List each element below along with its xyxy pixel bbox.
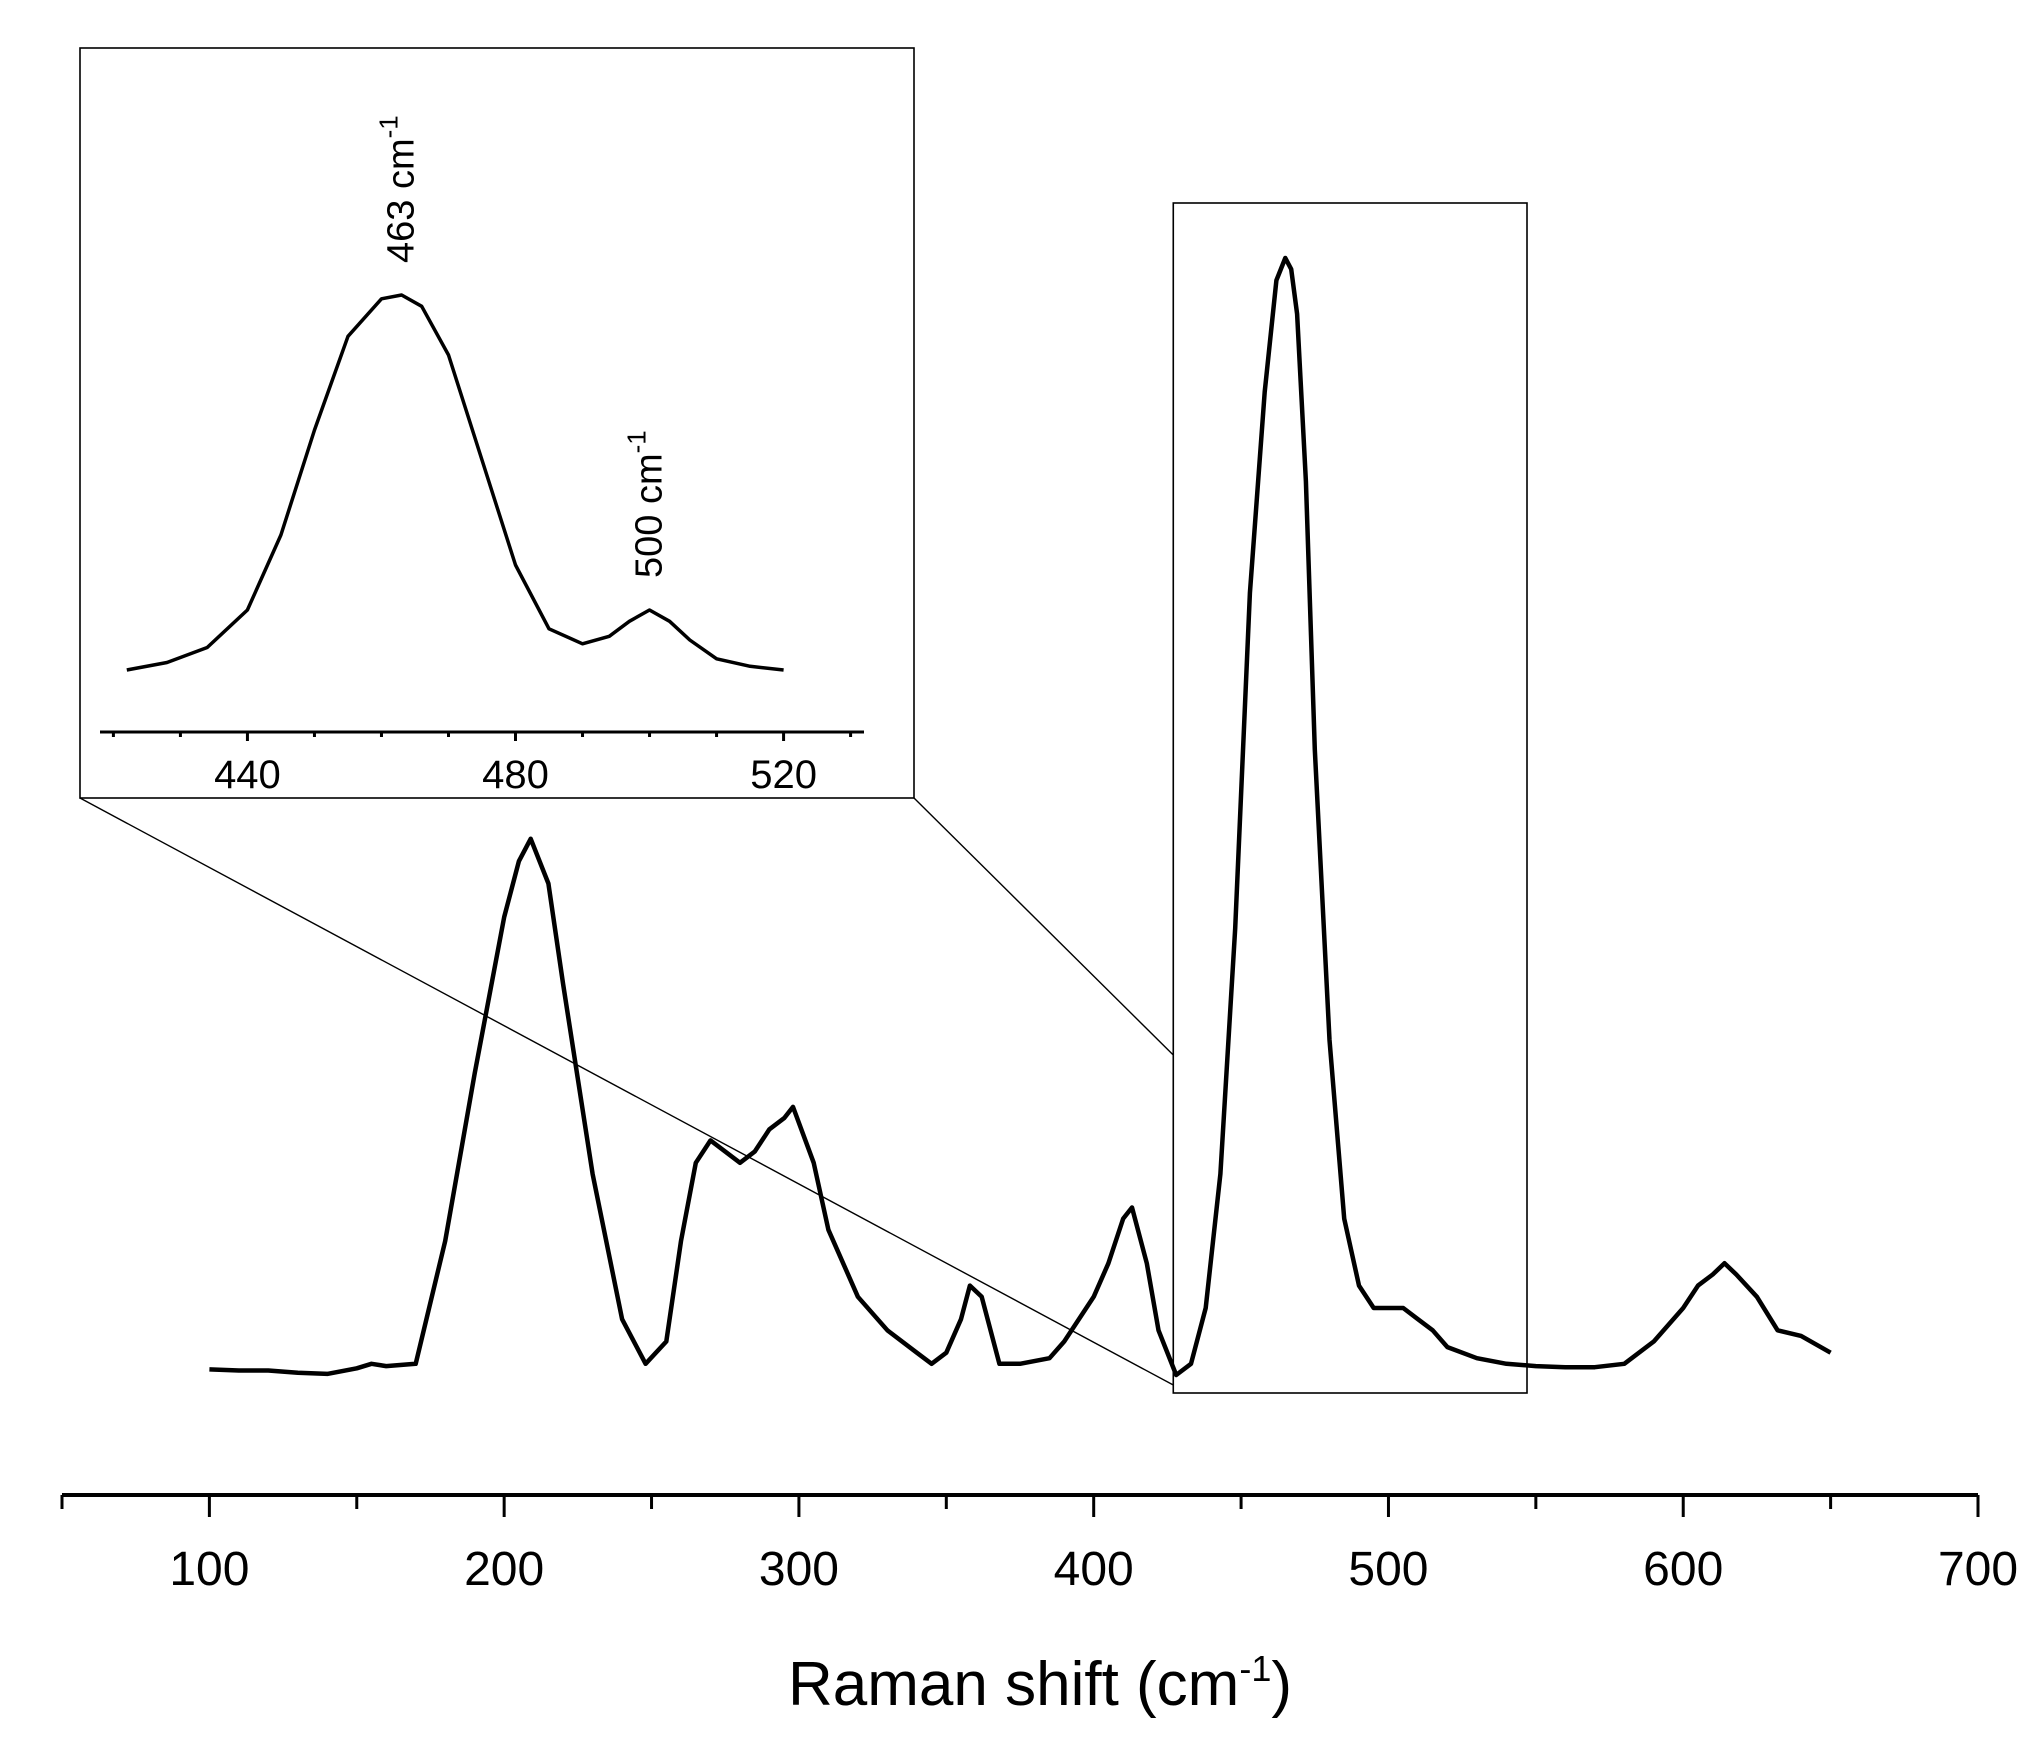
x-axis-title: Raman shift (cm-1) [788, 1648, 1292, 1719]
peak-annotation-label: 500 cm [629, 453, 671, 578]
inset-x-axis: 440 480 520 [100, 730, 864, 797]
x-tick-label: 500 [1348, 1543, 1428, 1596]
main-x-axis: 100 200 300 400 500 600 700 [60, 1493, 2018, 1596]
peak-annotation-superscript: -1 [622, 430, 652, 453]
zoom-connector-lines [79, 797, 1174, 1386]
inset-tick-label: 520 [750, 753, 817, 797]
x-tick-label: 600 [1643, 1543, 1723, 1596]
zoom-region-box [1172, 202, 1528, 1394]
inset-frame [79, 47, 915, 799]
x-axis-title-suffix: ) [1271, 1650, 1292, 1719]
inset-tick-label: 480 [482, 753, 549, 797]
x-axis-title-superscript: -1 [1239, 1648, 1271, 1689]
main-spectrum [209, 255, 1832, 1378]
inset-spectrum [126, 293, 784, 672]
zoom-connector-left [79, 797, 1174, 1386]
peak-annotation-superscript: -1 [374, 115, 404, 138]
zoom-connector-right [913, 797, 1174, 1056]
x-tick-label: 100 [169, 1543, 249, 1596]
peak-annotation-label: 463 cm [381, 138, 423, 263]
inset-spectrum-line [126, 293, 784, 672]
x-tick-label: 400 [1054, 1543, 1134, 1596]
x-tick-label: 200 [464, 1543, 544, 1596]
peak-annotation: 463 cm-1 [374, 115, 423, 263]
x-axis-title-main: Raman shift (cm [788, 1650, 1239, 1719]
x-tick-label: 700 [1938, 1543, 2018, 1596]
x-tick-label: 300 [759, 1543, 839, 1596]
inset-tick-label: 440 [214, 753, 281, 797]
spectrum-line [209, 255, 1832, 1378]
peak-annotation: 500 cm-1 [622, 430, 671, 578]
